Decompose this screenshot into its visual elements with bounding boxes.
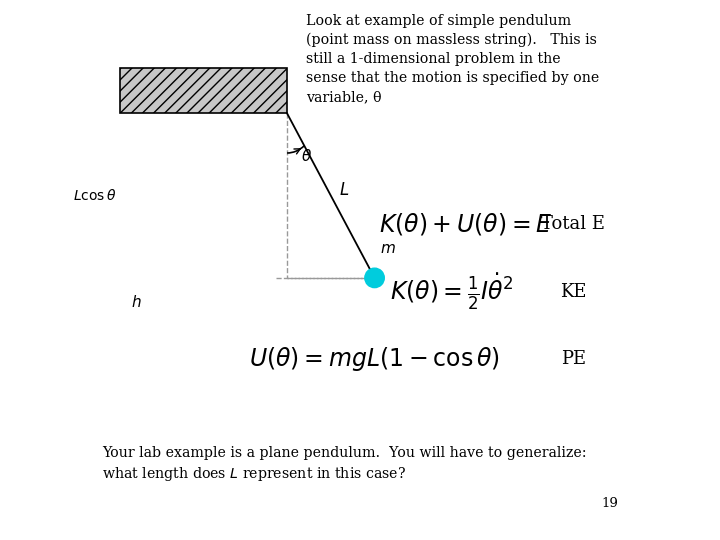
Text: $L$: $L$ — [339, 182, 349, 199]
Text: Look at example of simple pendulum
(point mass on massless string).   This is
st: Look at example of simple pendulum (poin… — [306, 14, 599, 104]
Circle shape — [365, 268, 384, 288]
Text: Your lab example is a plane pendulum.  You will have to generalize:
what length : Your lab example is a plane pendulum. Yo… — [102, 446, 587, 483]
Text: $K(\theta)=\frac{1}{2}I\dot{\theta}^2$: $K(\theta)=\frac{1}{2}I\dot{\theta}^2$ — [390, 272, 513, 312]
Text: $L\cos\theta$: $L\cos\theta$ — [73, 188, 117, 203]
Text: $m$: $m$ — [380, 242, 396, 256]
Text: 19: 19 — [601, 497, 618, 510]
Text: $K(\theta)+U(\theta)=E$: $K(\theta)+U(\theta)=E$ — [379, 211, 552, 237]
Text: KE: KE — [560, 282, 587, 301]
Text: PE: PE — [561, 350, 586, 368]
Bar — [120, 68, 287, 113]
Text: $h$: $h$ — [130, 294, 141, 310]
Text: $U(\theta)=mgL(1-\cos\theta)$: $U(\theta)=mgL(1-\cos\theta)$ — [249, 345, 500, 373]
Text: Total E: Total E — [541, 215, 606, 233]
Text: $\theta$: $\theta$ — [301, 148, 312, 165]
